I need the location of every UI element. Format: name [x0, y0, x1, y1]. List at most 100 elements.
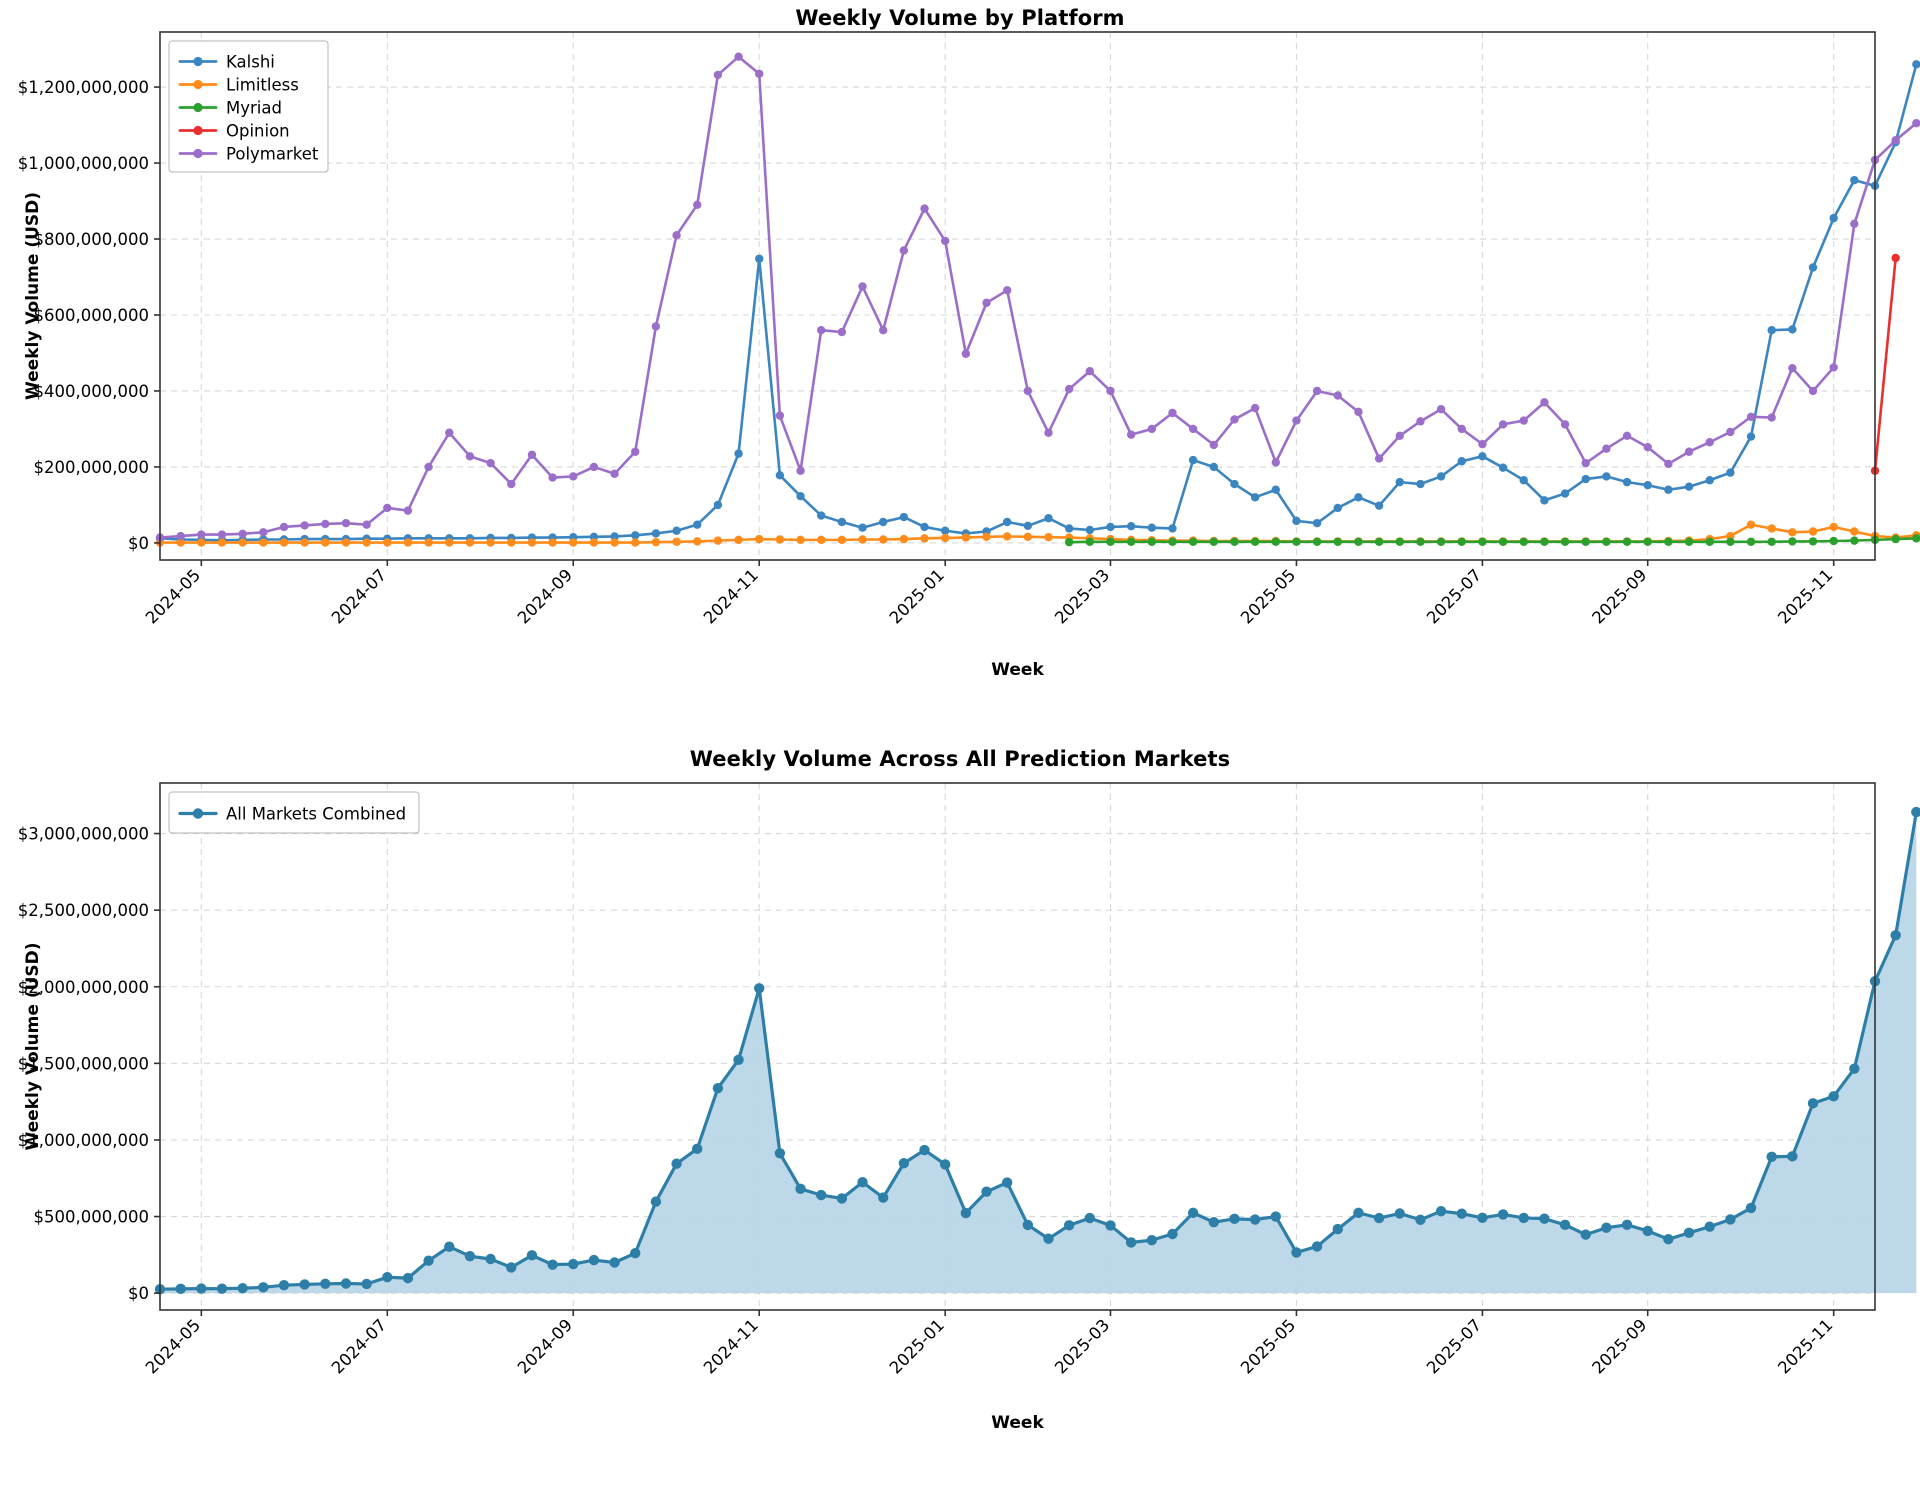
data-point: [1126, 537, 1136, 546]
x-tick-label: 2025-09: [1588, 565, 1650, 627]
data-point: [795, 1183, 806, 1195]
data-point: [693, 200, 702, 210]
data-point: [1560, 420, 1570, 429]
data-point: [981, 1186, 992, 1197]
plot-frame: [159, 31, 1876, 561]
data-point: [712, 1082, 724, 1094]
data-point: [1146, 1234, 1158, 1246]
data-point: [1332, 1223, 1343, 1235]
panel-weekly-volume-by-platform: Weekly Volume by Platform $0 $200,000,000…: [18, 6, 1920, 680]
legend[interactable]: All Markets Combined: [168, 791, 420, 834]
data-point: [1374, 537, 1384, 546]
data-point: [1044, 514, 1053, 523]
data-point: [176, 538, 185, 547]
data-point: [898, 1158, 910, 1169]
data-point: [1188, 455, 1198, 465]
data-point: [486, 538, 495, 547]
x-tick-label: 2024-11: [700, 565, 762, 627]
data-point: [1622, 431, 1632, 440]
y-axis-ticks: $0 $500,000,000 $1,000,000,000 $1,500,000,0…: [18, 825, 160, 1303]
data-point: [1106, 537, 1115, 546]
legend-box: [168, 791, 420, 834]
data-point: [1622, 477, 1632, 487]
data-point: [1540, 398, 1549, 407]
data-point: [878, 517, 888, 527]
data-point: [1477, 1212, 1488, 1223]
data-point: [1395, 431, 1404, 440]
data-point: [796, 491, 805, 501]
data-point: [817, 535, 826, 545]
data-point: [693, 537, 702, 546]
data-point: [506, 1262, 517, 1273]
data-point: [1063, 1220, 1075, 1231]
legend[interactable]: Kalshi Limitless Myriad Opinion Polymarket: [168, 40, 329, 173]
data-point: [1085, 537, 1095, 546]
data-point: [362, 520, 371, 529]
data-point: [361, 1278, 372, 1290]
data-point: [1271, 485, 1280, 494]
data-point: [1311, 1241, 1323, 1252]
data-point: [1808, 527, 1818, 536]
data-point: [1147, 537, 1157, 546]
data-point: [982, 532, 991, 542]
data-point: [631, 447, 640, 456]
data-point: [424, 462, 433, 472]
data-point: [423, 1255, 434, 1266]
data-point: [858, 282, 867, 291]
data-point: [403, 538, 413, 547]
data-point: [1394, 1208, 1405, 1219]
data-point: [485, 1253, 496, 1265]
data-point: [899, 512, 909, 522]
data-point: [1002, 517, 1012, 527]
data-point: [1023, 521, 1033, 531]
data-point: [197, 530, 206, 539]
data-point: [878, 535, 888, 544]
data-point: [320, 1278, 331, 1289]
data-point: [651, 529, 661, 538]
data-point: [321, 538, 330, 547]
data-point: [857, 1177, 868, 1188]
legend-swatch-marker: [193, 102, 203, 113]
data-point: [1725, 1214, 1736, 1225]
legend-label: Kalshi: [226, 53, 275, 72]
data-point: [1540, 496, 1549, 505]
data-point: [278, 1279, 290, 1291]
data-point: [1808, 537, 1818, 546]
data-point: [1415, 1214, 1426, 1225]
data-point: [1829, 522, 1838, 532]
data-point: [1291, 1247, 1302, 1258]
series-myriad: [1064, 534, 1920, 547]
panel-weekly-volume-all-markets: Weekly Volume Across All Prediction Mark…: [0, 745, 1920, 1490]
data-point: [216, 1283, 228, 1294]
data-point: [1539, 1213, 1550, 1224]
y-axis-label: Weekly Volume (USD): [23, 192, 43, 400]
data-point: [1478, 452, 1487, 461]
data-point: [1250, 493, 1260, 502]
data-point: [1849, 1063, 1860, 1074]
data-point: [1767, 413, 1776, 422]
y-tick-label: $1,500,000,000: [18, 1054, 149, 1073]
data-point: [1022, 1219, 1034, 1231]
data-point: [1208, 1217, 1220, 1228]
y-axis-label: Weekly Volume (USD): [23, 942, 43, 1150]
data-point: [1292, 537, 1301, 546]
data-point: [1912, 60, 1920, 69]
chart-bottom-plot: $0 $500,000,000 $1,000,000,000 $1,500,000,0…: [0, 745, 1920, 1490]
data-point: [589, 538, 599, 547]
data-point: [486, 458, 495, 468]
x-tick-label: 2025-07: [1423, 1315, 1485, 1377]
data-point: [175, 1283, 186, 1295]
data-point: [383, 538, 392, 547]
data-point: [919, 1144, 930, 1156]
data-point: [1147, 424, 1157, 434]
data-point: [1064, 384, 1074, 394]
x-tick-label: 2025-01: [886, 1315, 948, 1377]
data-point: [1560, 489, 1570, 498]
data-point: [1230, 415, 1239, 424]
data-point: [1354, 537, 1363, 546]
data-point: [1808, 263, 1818, 272]
data-point: [1002, 286, 1012, 295]
data-point: [1726, 427, 1735, 437]
plot-frame: [159, 782, 1876, 1311]
data-point: [817, 511, 826, 520]
